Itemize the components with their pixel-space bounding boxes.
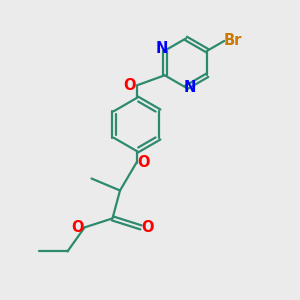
Text: Br: Br bbox=[224, 33, 242, 48]
Text: O: O bbox=[72, 220, 84, 235]
Text: O: O bbox=[137, 155, 149, 170]
Text: N: N bbox=[183, 80, 196, 95]
Text: O: O bbox=[124, 78, 136, 93]
Text: O: O bbox=[141, 220, 154, 235]
Text: N: N bbox=[155, 41, 168, 56]
